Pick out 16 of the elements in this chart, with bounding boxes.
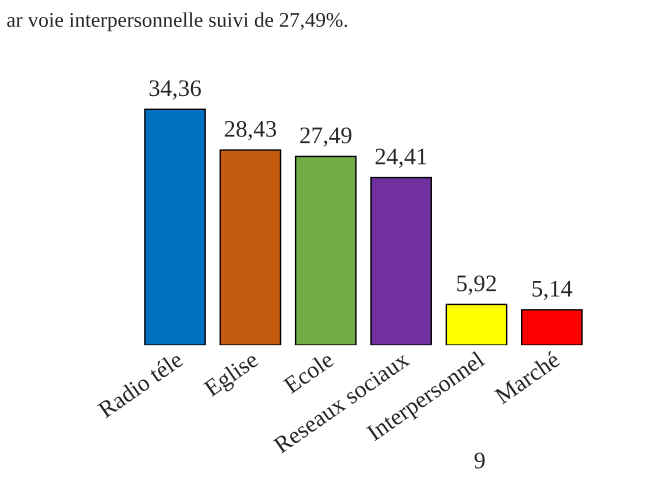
data-label: 28,43 (224, 120, 276, 140)
bar (370, 176, 432, 346)
text: ar voie interpersonnelle suivi de 27,49%. (7, 12, 348, 32)
bar (521, 309, 583, 346)
data-label: 5,92 (457, 275, 496, 295)
data-label: 27,49 (300, 127, 352, 147)
bar (144, 108, 206, 346)
data-label: 5,14 (532, 280, 572, 300)
bar (446, 304, 508, 346)
bar (220, 149, 282, 346)
data-label: 24,41 (376, 148, 426, 168)
data-label: 34,36 (150, 80, 201, 100)
bar (294, 156, 357, 346)
x-tick-label: Radio téle (96, 350, 184, 418)
text: 9 (474, 452, 485, 468)
x-tick-label: Ecole (282, 350, 335, 394)
